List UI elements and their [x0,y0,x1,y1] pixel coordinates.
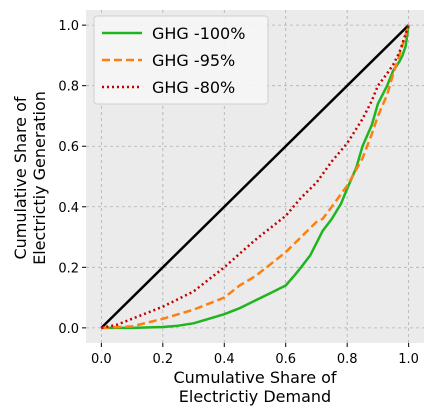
legend-label-ghg-100: GHG -100% [152,24,245,43]
y-tick-label: 0.6 [58,140,79,155]
series-line-ghg-95 [101,24,410,330]
x-tick-label: 1.0 [398,352,419,367]
equality-line [100,24,410,329]
legend: GHG -100% GHG -95% GHG -80% [93,15,269,105]
legend-label-ghg-95: GHG -95% [152,51,235,70]
y-tick-label: 0.4 [58,201,79,216]
x-tick-label: 0.8 [337,352,358,367]
equality-line-group [100,24,410,329]
y-axis-label-line-1: Cumulative Share of [11,96,30,259]
y-tick-label: 0.0 [58,322,79,337]
y-tick-label: 1.0 [58,19,79,34]
x-axis-label-line-1: Cumulative Share of [173,368,336,387]
y-tick-label: 0.2 [58,261,79,276]
series-line-ghg-80 [101,24,410,330]
x-axis-label-line-2: Electrictiy Demand [179,387,331,406]
legend-label-ghg-80: GHG -80% [152,78,235,97]
x-tick-label: 0.6 [275,352,296,367]
x-tick-label: 0.4 [214,352,235,367]
ticks-group: 0.0 0.2 0.4 0.6 0.8 1.0 0.0 0.2 0.4 0.6 0.8 1.0 [58,19,419,367]
x-tick-label: 0.2 [152,352,173,367]
y-axis-label-line-2: Electrictiy Generation [30,91,49,265]
series-line-ghg-100 [101,24,410,330]
x-tick-label: 0.0 [91,352,112,367]
y-tick-label: 0.8 [58,80,79,95]
legend-box [93,15,269,105]
series-group [101,24,410,330]
